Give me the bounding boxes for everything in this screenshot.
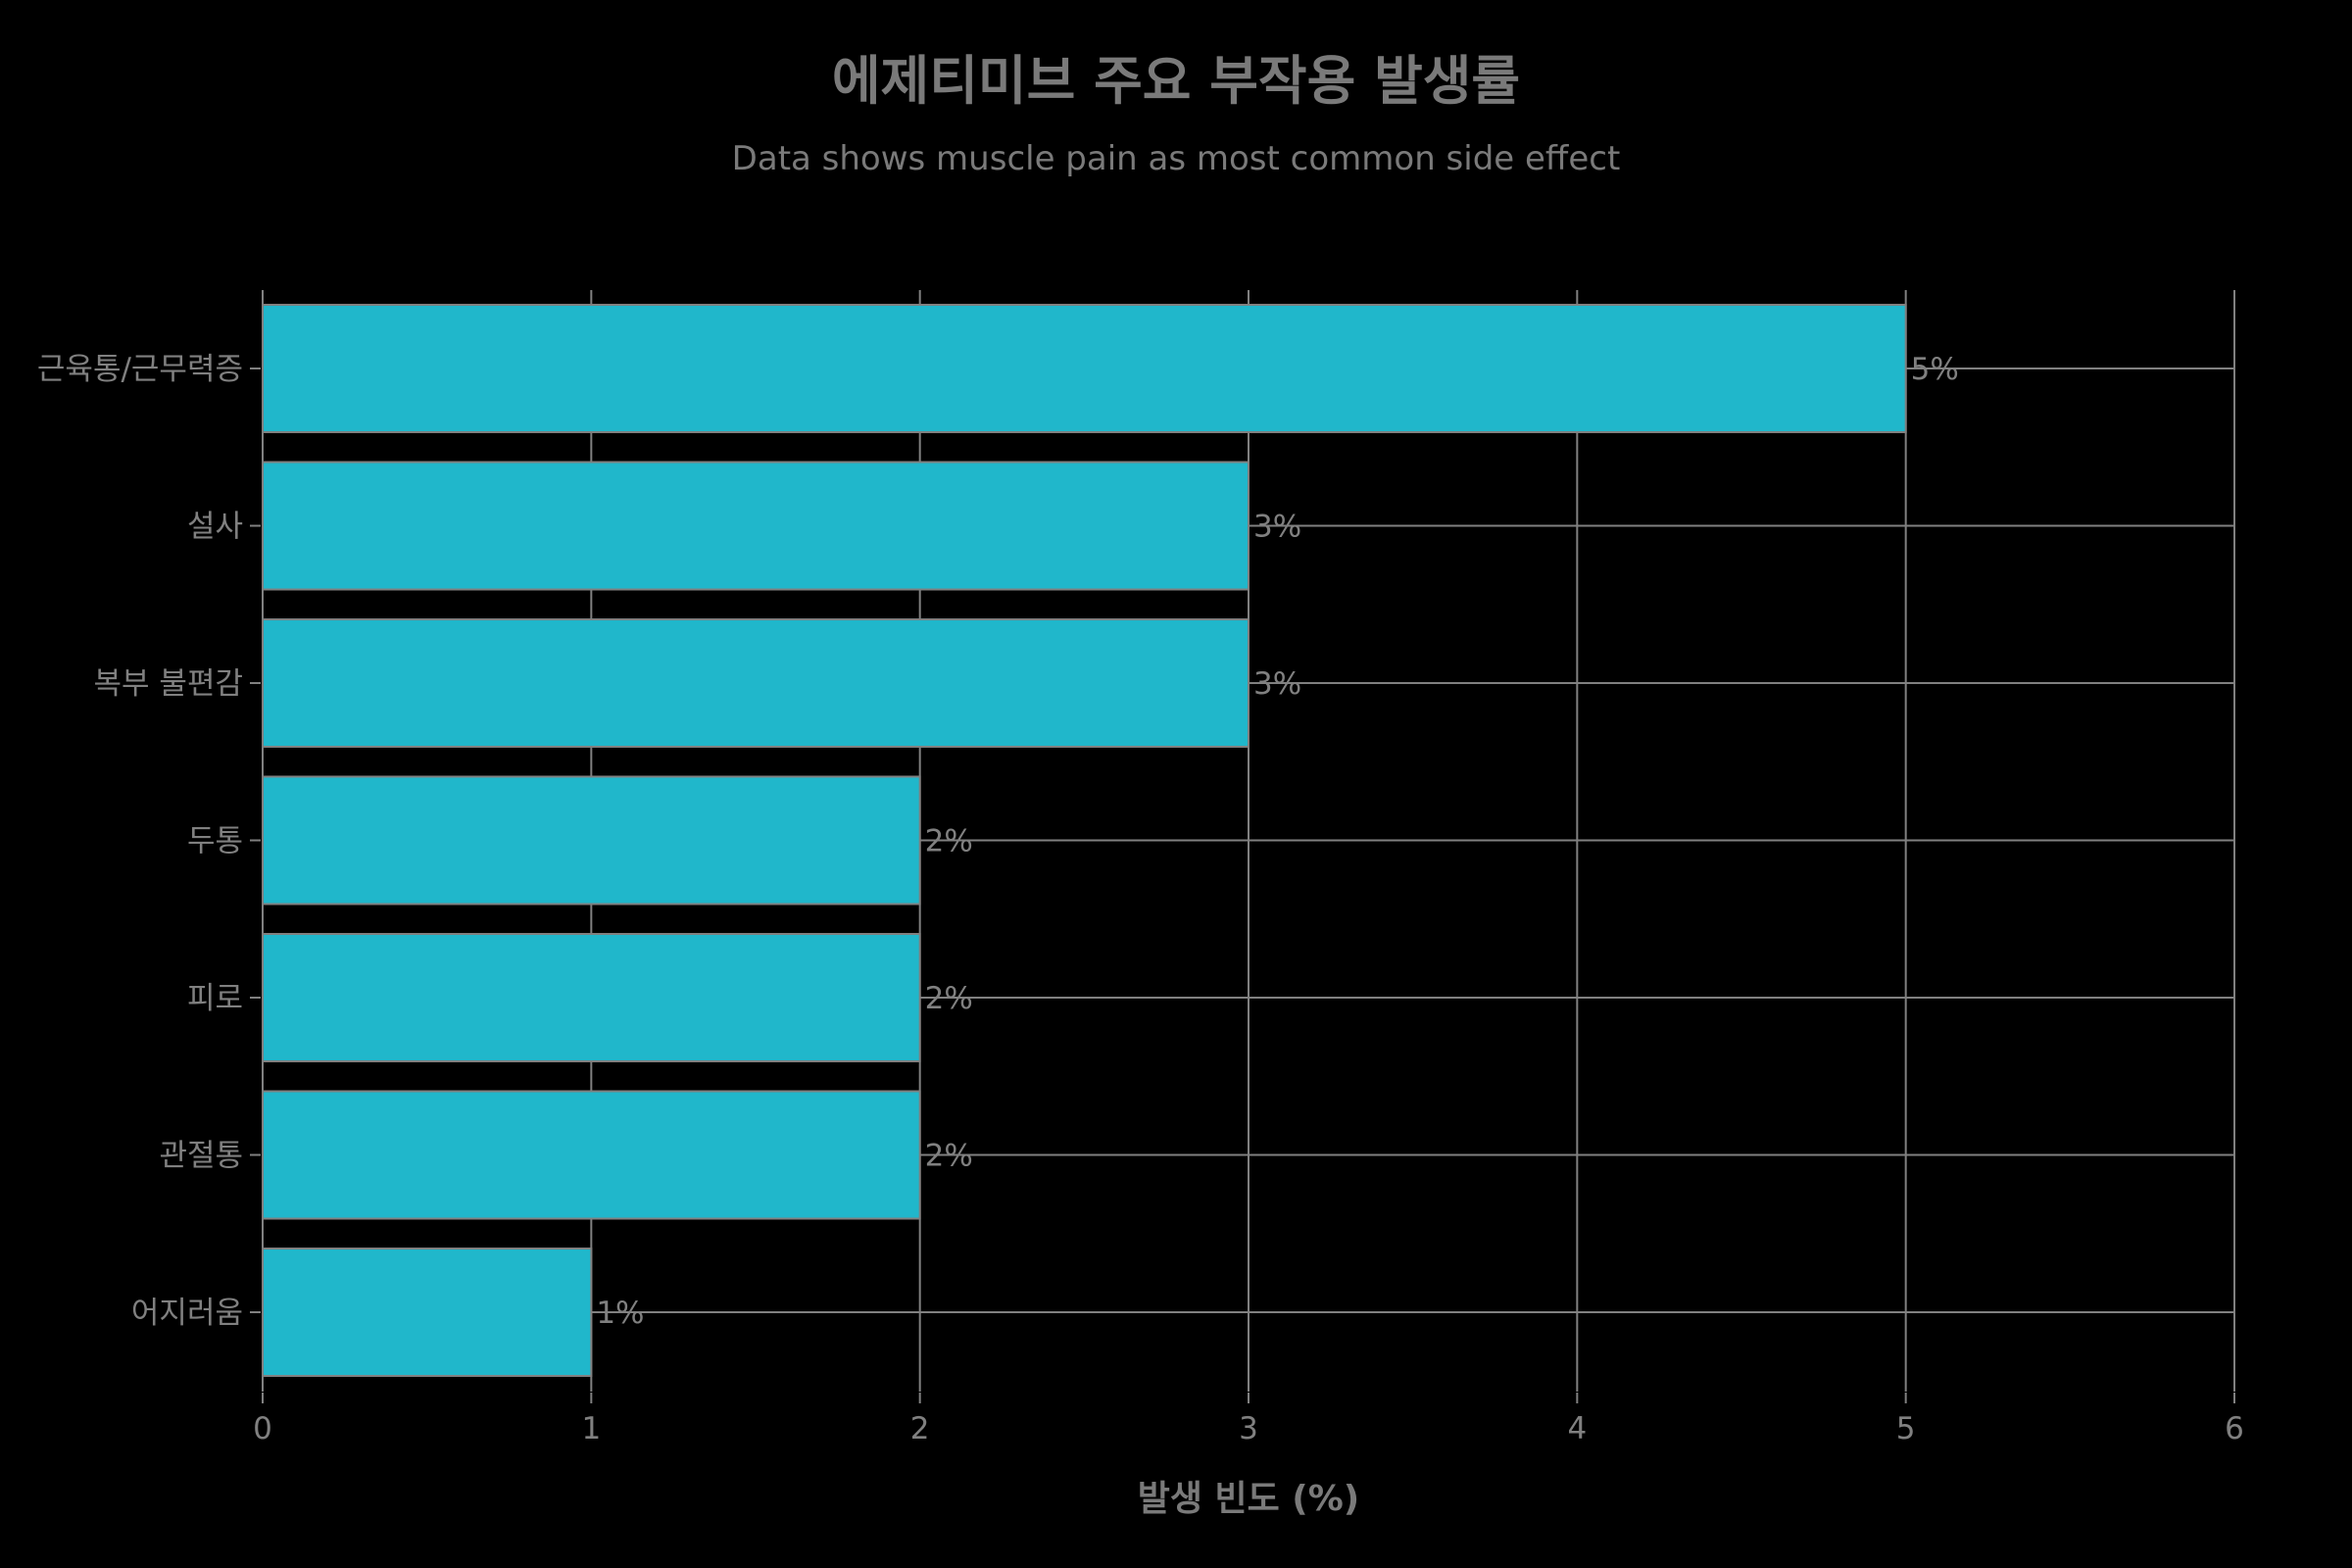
x-tick-label: 0 [253, 1411, 272, 1446]
bar [262, 461, 1250, 591]
value-label: 1% [596, 1296, 644, 1331]
bar [262, 1248, 593, 1377]
x-tick-label: 3 [1239, 1411, 1258, 1446]
value-label: 2% [925, 824, 973, 859]
x-tick-label: 5 [1896, 1411, 1916, 1446]
x-tick-label: 6 [2225, 1411, 2244, 1446]
x-tick-label: 1 [581, 1411, 601, 1446]
y-tick-label: 어지러움 [131, 1296, 243, 1331]
bar [262, 304, 1907, 433]
y-tick-label: 복부 불편감 [94, 666, 243, 702]
bar [262, 1090, 921, 1220]
bar [262, 775, 921, 906]
y-tick-label: 근육통/근무력증 [37, 352, 243, 387]
x-tick-label: 4 [1567, 1411, 1587, 1446]
value-label: 5% [1911, 352, 1959, 387]
bar [262, 618, 1250, 748]
value-label: 3% [1253, 666, 1301, 702]
y-tick-label: 관절통 [159, 1139, 243, 1174]
y-tick-label: 설사 [187, 510, 243, 545]
y-tick-label: 피로 [187, 981, 243, 1016]
y-tick-label: 두통 [187, 824, 243, 859]
bars [262, 304, 1907, 1377]
x-axis: 0 1 2 3 4 5 6 [253, 1393, 2244, 1446]
bar [262, 933, 921, 1062]
value-labels: 5% 3% 3% 2% 2% 2% 1% [596, 352, 1959, 1331]
category-gridlines [591, 368, 2234, 1313]
x-tick-label: 2 [910, 1411, 930, 1446]
chart-subtitle: Data shows muscle pain as most common si… [731, 139, 1621, 178]
chart-title: 에제티미브 주요 부작용 발생률 [831, 50, 1521, 112]
x-axis-title: 발생 빈도 (%) [1137, 1479, 1360, 1519]
value-label: 2% [925, 1139, 973, 1174]
value-label: 3% [1253, 510, 1301, 545]
value-label: 2% [925, 981, 973, 1016]
